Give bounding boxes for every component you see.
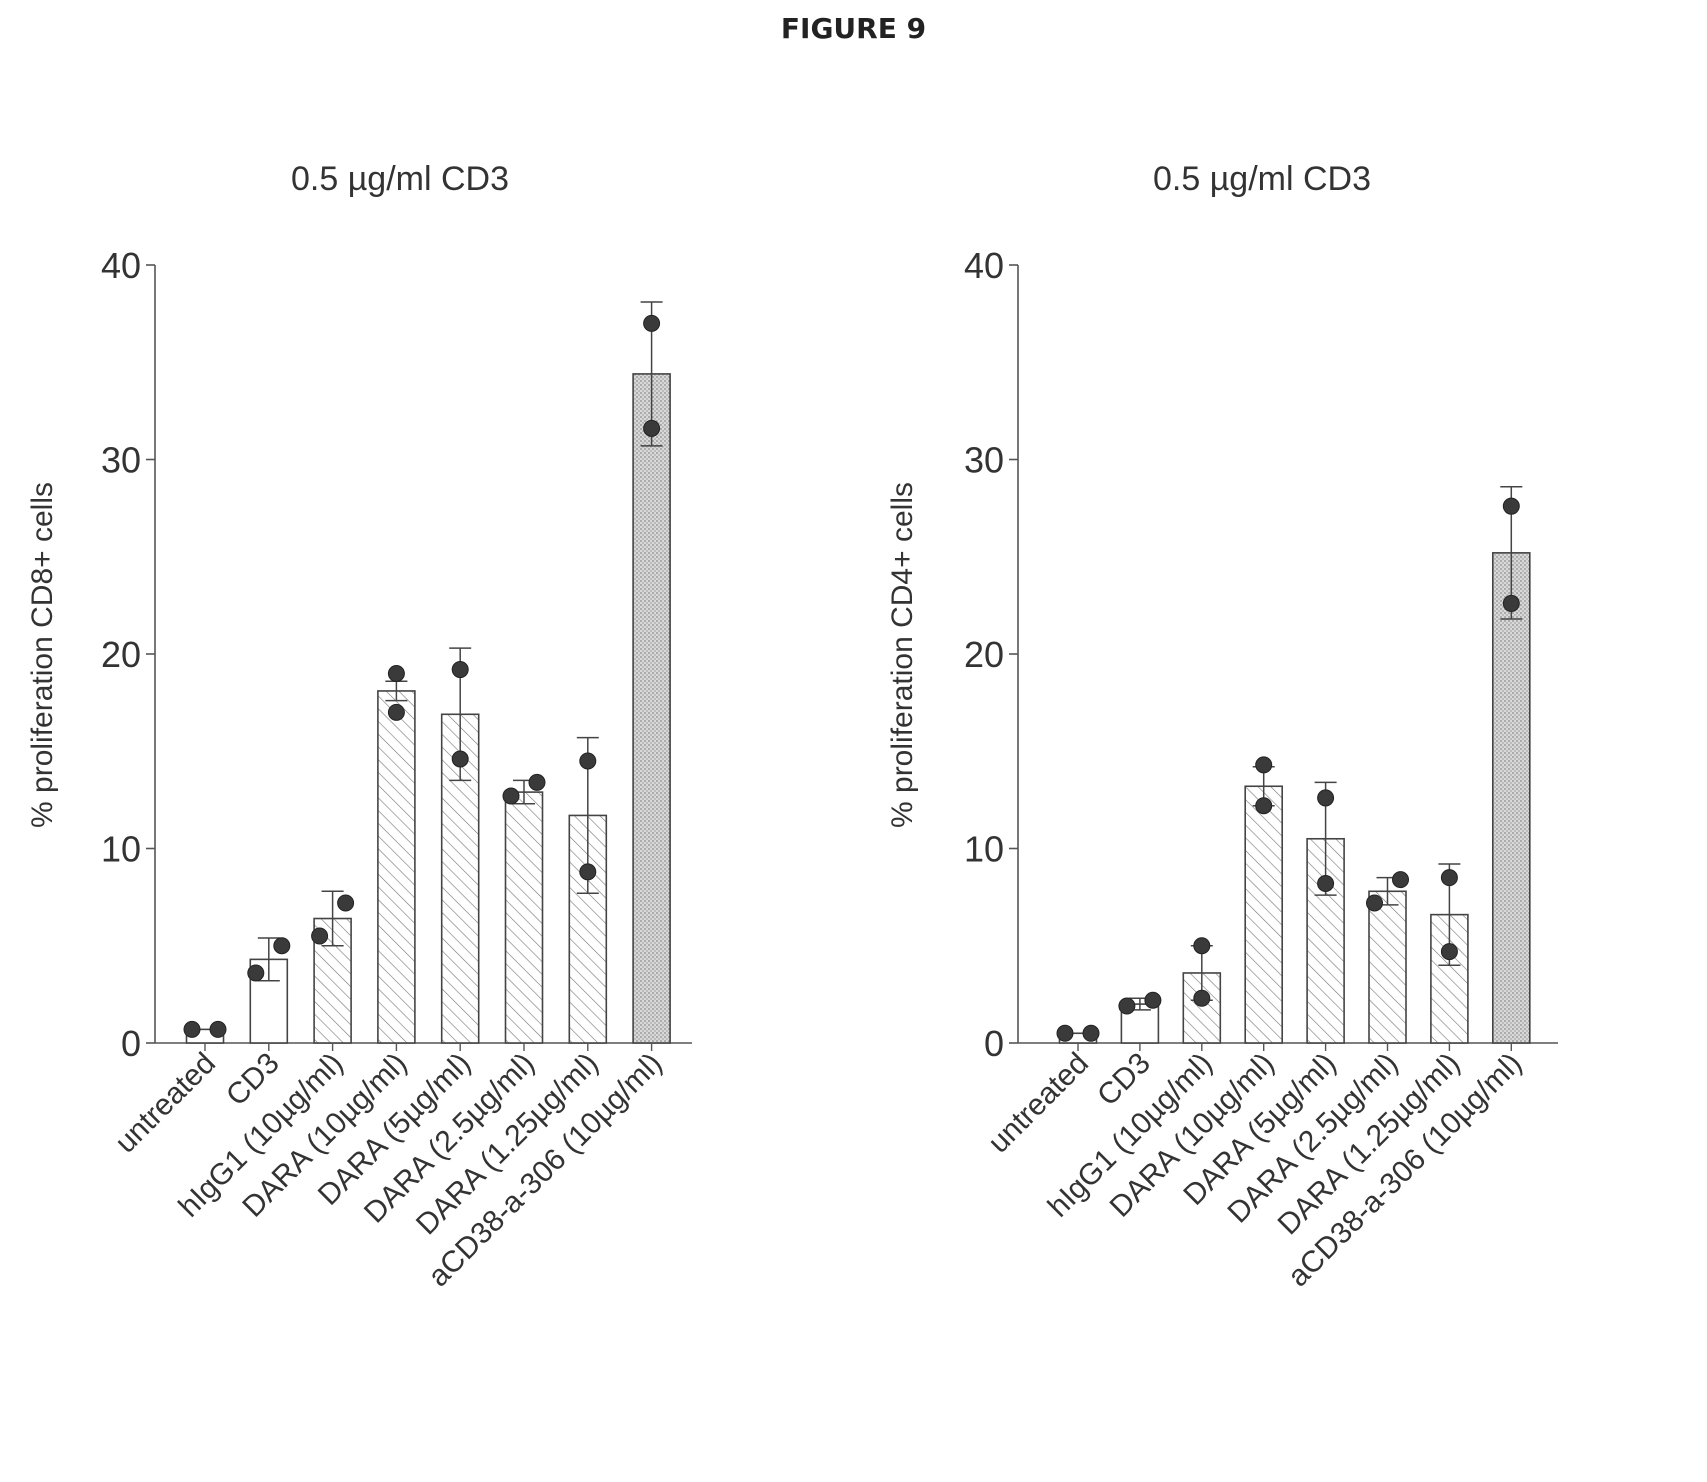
y-tick-label: 10: [101, 829, 141, 870]
y-tick-label: 40: [101, 245, 141, 286]
data-point: [528, 773, 546, 791]
data-point: [337, 894, 355, 912]
bar: [1244, 785, 1283, 1044]
bar: [1492, 552, 1531, 1044]
y-tick-label: 30: [101, 440, 141, 481]
data-point: [183, 1020, 201, 1038]
data-point: [1193, 937, 1211, 955]
chart-title: 0.5 µg/ml CD3: [291, 160, 509, 198]
data-point: [1440, 869, 1458, 887]
data-point: [643, 419, 661, 437]
data-point: [209, 1020, 227, 1038]
data-point: [502, 787, 520, 805]
chart-cd4-proliferation: 0.5 µg/ml CD3 % proliferation CD4+ cells 0…: [886, 160, 1558, 1293]
data-point: [1056, 1024, 1074, 1042]
data-point: [579, 752, 597, 770]
data-point: [1392, 871, 1409, 889]
chart-title: 0.5 µg/ml CD3: [1153, 160, 1371, 198]
data-point: [451, 750, 469, 768]
figure-title: FIGURE 9: [780, 12, 927, 45]
data-point: [1255, 797, 1273, 815]
data-point: [1440, 943, 1458, 961]
y-tick-label: 10: [964, 829, 1004, 870]
data-point: [1118, 997, 1136, 1015]
data-point: [1502, 497, 1520, 515]
data-point: [1144, 991, 1162, 1009]
bar: [632, 373, 671, 1044]
data-point: [643, 314, 661, 332]
y-tick-label: 30: [964, 440, 1004, 481]
data-point: [311, 927, 329, 945]
bar: [377, 690, 416, 1044]
y-tick-label: 0: [984, 1023, 1004, 1064]
y-tick-label: 40: [964, 245, 1004, 286]
data-point: [387, 703, 405, 721]
data-point: [1255, 756, 1273, 774]
y-tick-label: 20: [964, 634, 1004, 675]
data-point: [387, 664, 405, 682]
data-point: [1193, 989, 1211, 1007]
data-point: [1366, 894, 1383, 912]
data-point: [451, 661, 469, 679]
data-point: [1317, 789, 1335, 807]
data-point: [1082, 1024, 1100, 1042]
data-point: [273, 937, 291, 955]
data-point: [247, 964, 265, 982]
data-point: [579, 863, 597, 881]
y-tick-label: 20: [101, 634, 141, 675]
y-axis-label: % proliferation CD4+ cells: [886, 482, 919, 828]
data-point: [1317, 875, 1335, 893]
bar: [504, 791, 544, 1044]
bar: [1368, 890, 1407, 1044]
data-point: [1502, 594, 1520, 612]
y-tick-label: 0: [121, 1023, 141, 1064]
y-axis-label: % proliferation CD8+ cells: [26, 482, 59, 828]
chart-cd8-proliferation: 0.5 µg/ml CD3 % proliferation CD8+ cells 0…: [26, 160, 692, 1293]
